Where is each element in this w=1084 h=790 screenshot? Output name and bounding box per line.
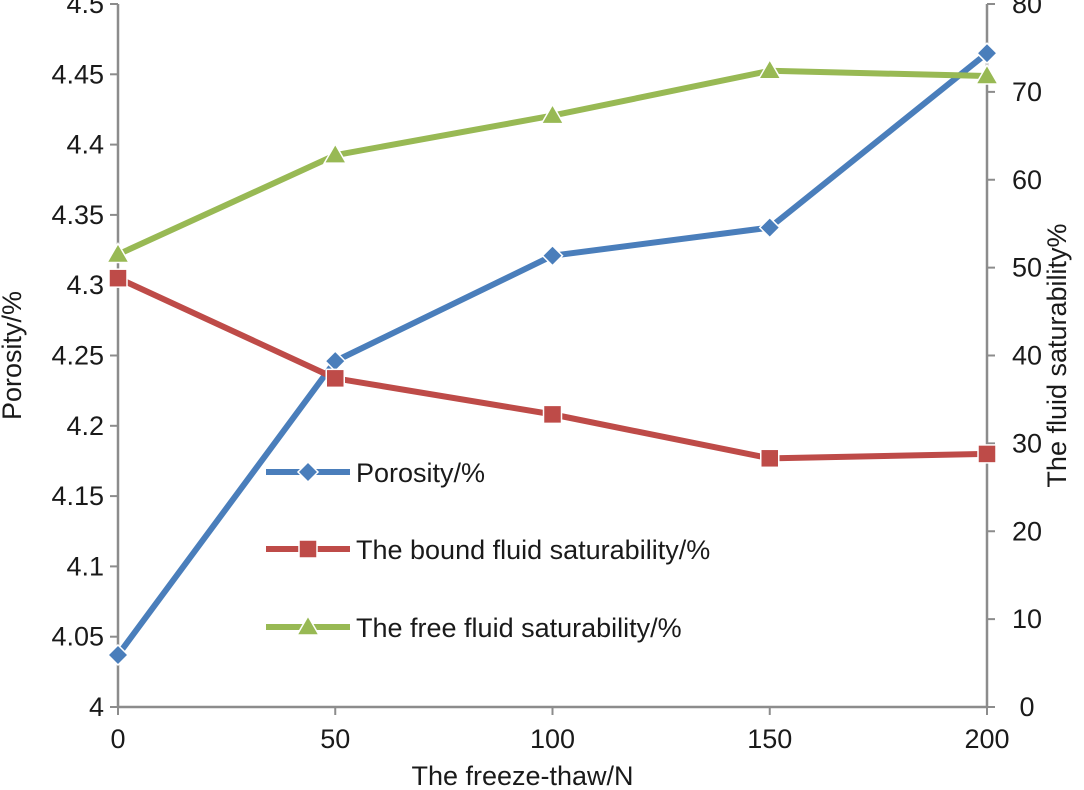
right-y-axis-title: The fluid saturability%	[1042, 223, 1072, 487]
x-tick-label: 50	[320, 724, 350, 754]
data-point-series-2	[325, 368, 345, 389]
x-tick-label: 100	[530, 724, 575, 754]
left-y-tick-label: 4	[89, 692, 104, 722]
data-point-series-3	[974, 63, 1000, 85]
right-y-tick-label: 20	[1012, 516, 1042, 546]
left-y-tick-label: 4.05	[51, 622, 104, 652]
axes-group	[110, 3, 995, 715]
right-y-tick-label: 80	[1012, 0, 1042, 19]
data-point-series-3	[322, 142, 348, 164]
series-line-3	[116, 67, 988, 258]
tick-labels-group: 4 4.05 4.1 4.15 4.2 4.25 4.3 4.35 4.4 4.45 4.5 0 10 2…	[51, 0, 1042, 754]
x-tick-label: 200	[964, 724, 1009, 754]
left-y-axis-title: Porosity/%	[0, 291, 27, 420]
data-point-series-1	[758, 216, 781, 239]
left-y-tick-label: 4.35	[51, 200, 104, 230]
left-y-tick-label: 4.3	[66, 270, 104, 300]
left-y-tick-label: 4.15	[51, 481, 104, 511]
right-y-tick-label: 30	[1012, 428, 1042, 458]
series-group	[105, 42, 1000, 667]
data-point-series-3	[757, 58, 783, 80]
legend-label-3: The free fluid saturability/%	[356, 613, 682, 643]
right-y-tick-label: 50	[1012, 253, 1042, 283]
data-point-series-1	[106, 643, 130, 667]
legend: Porosity/% The bound fluid saturability/%…	[266, 458, 710, 643]
right-y-tick-label: 0	[1019, 692, 1034, 722]
left-y-tick-label: 4.1	[66, 551, 104, 581]
right-y-tick-label: 60	[1012, 165, 1042, 195]
data-point-series-1	[541, 244, 564, 267]
left-y-tick-label: 4.5	[66, 0, 104, 19]
legend-marker-2	[298, 539, 318, 559]
x-tick-label: 0	[110, 724, 125, 754]
data-point-series-1	[975, 42, 999, 65]
left-y-tick-label: 4.2	[66, 411, 104, 441]
right-y-tick-label: 10	[1012, 604, 1042, 634]
data-point-series-2	[542, 404, 563, 425]
right-y-tick-label: 40	[1012, 341, 1042, 371]
legend-marker-3	[295, 614, 321, 636]
legend-marker-1	[296, 460, 320, 484]
data-point-series-2	[760, 448, 780, 469]
legend-label-2: The bound fluid saturability/%	[356, 535, 710, 565]
right-y-tick-label: 70	[1012, 77, 1042, 107]
data-point-series-3	[540, 103, 565, 125]
data-point-series-3	[105, 241, 131, 264]
legend-label-1: Porosity/%	[356, 458, 485, 488]
left-y-tick-label: 4.25	[51, 341, 104, 371]
x-tick-label: 150	[747, 724, 792, 754]
series-line-2	[116, 275, 988, 462]
left-y-tick-label: 4.4	[66, 130, 104, 160]
left-y-tick-label: 4.45	[51, 59, 104, 89]
x-axis-title: The freeze-thaw/N	[411, 761, 633, 790]
data-point-series-2	[977, 444, 997, 464]
data-point-series-2	[108, 268, 128, 288]
